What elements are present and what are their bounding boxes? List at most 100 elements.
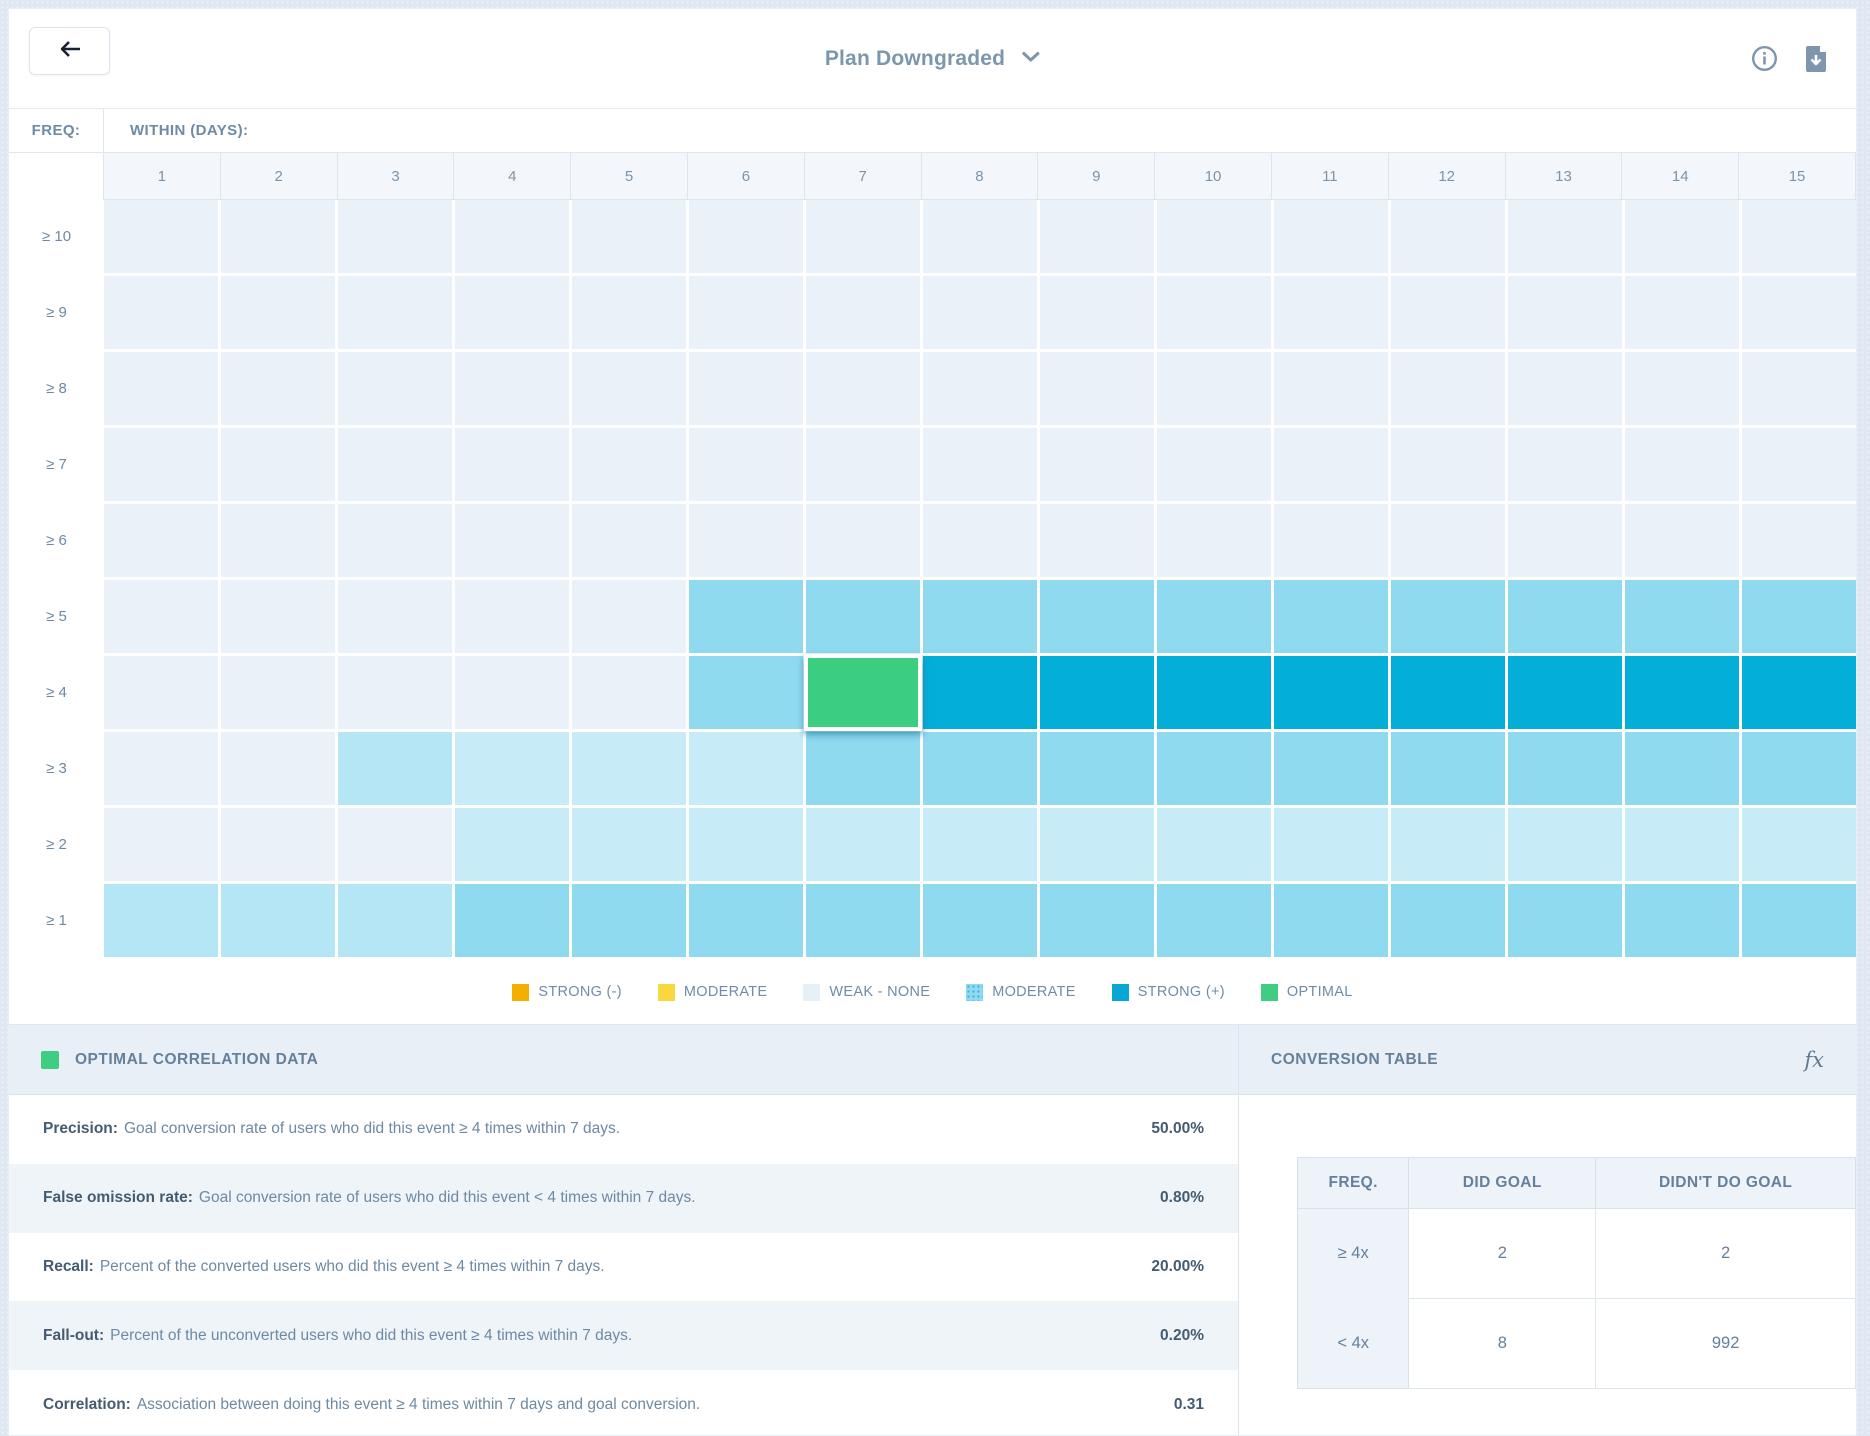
heatmap-cell[interactable] xyxy=(806,428,920,501)
heatmap-cell[interactable] xyxy=(1742,428,1856,501)
heatmap-cell[interactable] xyxy=(338,200,452,273)
heatmap-cell[interactable] xyxy=(923,504,1037,577)
heatmap-cell[interactable] xyxy=(221,732,335,805)
heatmap-cell[interactable] xyxy=(1625,428,1739,501)
heatmap-cell[interactable] xyxy=(923,808,1037,881)
heatmap-cell[interactable] xyxy=(1040,580,1154,653)
heatmap-cell[interactable] xyxy=(1391,808,1505,881)
heatmap-cell[interactable] xyxy=(455,884,569,957)
heatmap-cell[interactable] xyxy=(923,656,1037,729)
heatmap-cell[interactable] xyxy=(221,656,335,729)
heatmap-cell[interactable] xyxy=(1391,352,1505,425)
heatmap-cell[interactable] xyxy=(689,808,803,881)
heatmap-cell[interactable] xyxy=(1508,884,1622,957)
heatmap-cell[interactable] xyxy=(1508,504,1622,577)
heatmap-cell[interactable] xyxy=(572,884,686,957)
heatmap-cell[interactable] xyxy=(1040,276,1154,349)
heatmap-cell[interactable] xyxy=(1508,808,1622,881)
heatmap-cell[interactable] xyxy=(221,504,335,577)
heatmap-cell[interactable] xyxy=(1274,808,1388,881)
heatmap-cell[interactable] xyxy=(1391,200,1505,273)
heatmap-cell[interactable] xyxy=(1508,352,1622,425)
heatmap-cell[interactable] xyxy=(1157,200,1271,273)
heatmap-cell[interactable] xyxy=(104,352,218,425)
heatmap-cell[interactable] xyxy=(104,504,218,577)
heatmap-cell[interactable] xyxy=(1274,352,1388,425)
heatmap-cell[interactable] xyxy=(1508,428,1622,501)
heatmap-cell[interactable] xyxy=(923,884,1037,957)
heatmap-cell[interactable] xyxy=(1040,200,1154,273)
heatmap-cell[interactable] xyxy=(1157,808,1271,881)
title-dropdown[interactable]: Plan Downgraded xyxy=(825,9,1040,108)
heatmap-cell[interactable] xyxy=(1040,732,1154,805)
heatmap-cell[interactable] xyxy=(1625,276,1739,349)
heatmap-cell[interactable] xyxy=(1040,656,1154,729)
heatmap-cell[interactable] xyxy=(1274,200,1388,273)
heatmap-cell[interactable] xyxy=(338,732,452,805)
heatmap-cell[interactable] xyxy=(221,884,335,957)
heatmap-cell[interactable] xyxy=(1157,276,1271,349)
heatmap-cell[interactable] xyxy=(689,732,803,805)
heatmap-cell[interactable] xyxy=(1040,428,1154,501)
heatmap-cell[interactable] xyxy=(572,656,686,729)
heatmap-cell[interactable] xyxy=(221,276,335,349)
heatmap-cell[interactable] xyxy=(689,428,803,501)
heatmap-cell[interactable] xyxy=(1157,352,1271,425)
heatmap-cell[interactable] xyxy=(572,200,686,273)
heatmap-cell[interactable] xyxy=(455,580,569,653)
heatmap-cell[interactable] xyxy=(572,732,686,805)
heatmap-cell[interactable] xyxy=(1625,732,1739,805)
heatmap-cell[interactable] xyxy=(1040,884,1154,957)
heatmap-cell[interactable] xyxy=(1157,504,1271,577)
heatmap-cell[interactable] xyxy=(221,580,335,653)
heatmap-cell[interactable] xyxy=(689,656,803,729)
heatmap-cell[interactable] xyxy=(1391,504,1505,577)
heatmap-cell[interactable] xyxy=(1157,580,1271,653)
heatmap-cell[interactable] xyxy=(1274,504,1388,577)
heatmap-cell[interactable] xyxy=(572,352,686,425)
heatmap-cell[interactable] xyxy=(1040,504,1154,577)
heatmap-cell[interactable] xyxy=(1274,428,1388,501)
heatmap-cell[interactable] xyxy=(806,884,920,957)
heatmap-cell[interactable] xyxy=(1391,580,1505,653)
back-button[interactable] xyxy=(29,27,110,75)
heatmap-cell[interactable] xyxy=(1391,276,1505,349)
heatmap-cell[interactable] xyxy=(455,504,569,577)
heatmap-cell[interactable] xyxy=(104,580,218,653)
heatmap-cell[interactable] xyxy=(1742,276,1856,349)
heatmap-cell[interactable] xyxy=(1625,504,1739,577)
heatmap-cell[interactable] xyxy=(1742,580,1856,653)
heatmap-cell-optimal-selected[interactable] xyxy=(804,654,922,731)
heatmap-cell[interactable] xyxy=(1742,352,1856,425)
heatmap-cell[interactable] xyxy=(1391,656,1505,729)
heatmap-cell[interactable] xyxy=(1157,884,1271,957)
heatmap-cell[interactable] xyxy=(455,656,569,729)
heatmap-cell[interactable] xyxy=(1742,732,1856,805)
heatmap-cell[interactable] xyxy=(806,808,920,881)
heatmap-cell[interactable] xyxy=(1742,200,1856,273)
heatmap-cell[interactable] xyxy=(572,580,686,653)
heatmap-cell[interactable] xyxy=(1274,656,1388,729)
heatmap-cell[interactable] xyxy=(104,732,218,805)
heatmap-cell[interactable] xyxy=(923,580,1037,653)
heatmap-cell[interactable] xyxy=(1742,884,1856,957)
heatmap-cell[interactable] xyxy=(1625,200,1739,273)
heatmap-cell[interactable] xyxy=(1040,808,1154,881)
heatmap-cell[interactable] xyxy=(572,276,686,349)
heatmap-cell[interactable] xyxy=(923,428,1037,501)
heatmap-cell[interactable] xyxy=(455,352,569,425)
heatmap-cell[interactable] xyxy=(689,504,803,577)
heatmap-cell[interactable] xyxy=(1508,200,1622,273)
heatmap-cell[interactable] xyxy=(1157,732,1271,805)
heatmap-cell[interactable] xyxy=(1508,276,1622,349)
heatmap-cell[interactable] xyxy=(806,200,920,273)
heatmap-cell[interactable] xyxy=(1742,808,1856,881)
heatmap-cell[interactable] xyxy=(104,276,218,349)
heatmap-cell[interactable] xyxy=(1157,656,1271,729)
heatmap-cell[interactable] xyxy=(923,276,1037,349)
heatmap-cell[interactable] xyxy=(104,428,218,501)
heatmap-cell[interactable] xyxy=(572,428,686,501)
heatmap-cell[interactable] xyxy=(1508,580,1622,653)
heatmap-cell[interactable] xyxy=(806,732,920,805)
heatmap-cell[interactable] xyxy=(455,276,569,349)
